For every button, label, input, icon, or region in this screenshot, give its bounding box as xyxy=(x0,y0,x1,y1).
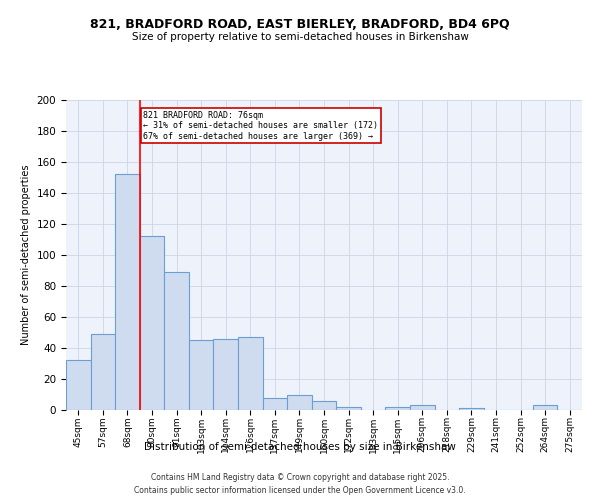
Bar xyxy=(140,236,164,410)
Bar xyxy=(66,360,91,410)
Bar xyxy=(385,407,410,410)
Bar xyxy=(459,408,484,410)
Bar xyxy=(115,174,140,410)
Bar xyxy=(533,406,557,410)
Bar xyxy=(164,272,189,410)
Bar xyxy=(91,334,115,410)
Text: 821 BRADFORD ROAD: 76sqm
← 31% of semi-detached houses are smaller (172)
67% of : 821 BRADFORD ROAD: 76sqm ← 31% of semi-d… xyxy=(143,111,379,140)
Bar xyxy=(238,337,263,410)
Text: Size of property relative to semi-detached houses in Birkenshaw: Size of property relative to semi-detach… xyxy=(131,32,469,42)
Text: 821, BRADFORD ROAD, EAST BIERLEY, BRADFORD, BD4 6PQ: 821, BRADFORD ROAD, EAST BIERLEY, BRADFO… xyxy=(90,18,510,30)
Bar xyxy=(287,394,312,410)
Bar xyxy=(312,400,336,410)
Bar xyxy=(214,338,238,410)
Text: Distribution of semi-detached houses by size in Birkenshaw: Distribution of semi-detached houses by … xyxy=(144,442,456,452)
Bar xyxy=(410,406,434,410)
Bar xyxy=(189,340,214,410)
Bar xyxy=(336,407,361,410)
Text: Contains HM Land Registry data © Crown copyright and database right 2025.
Contai: Contains HM Land Registry data © Crown c… xyxy=(134,474,466,495)
Y-axis label: Number of semi-detached properties: Number of semi-detached properties xyxy=(21,165,31,345)
Bar xyxy=(263,398,287,410)
